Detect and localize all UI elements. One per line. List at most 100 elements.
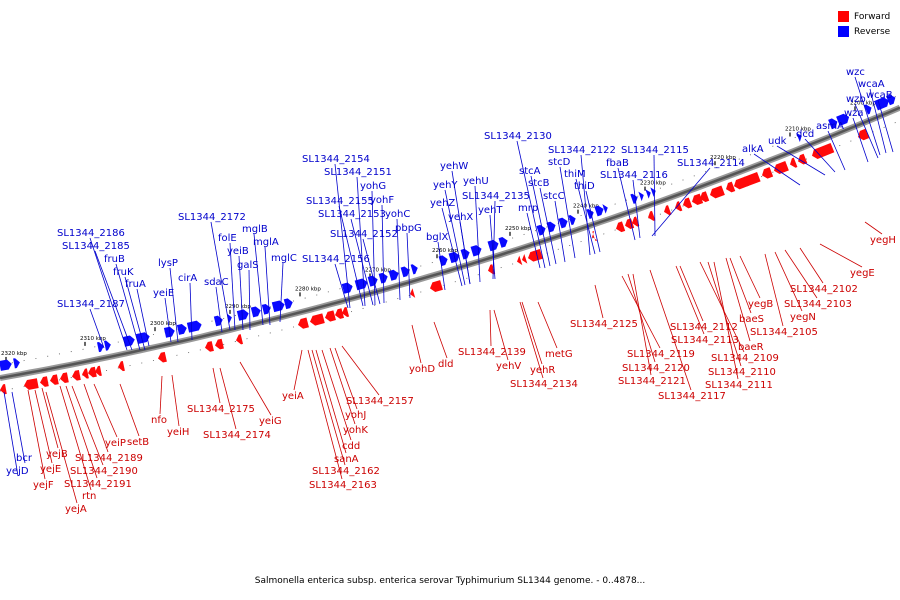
reverse-gene-arrow [213, 315, 223, 327]
legend: Forward Reverse [838, 9, 890, 39]
legend-reverse[interactable]: Reverse [838, 24, 890, 39]
reverse-gene-label: yohG [360, 181, 386, 192]
scale-tick-label: 2300 kbp [150, 321, 176, 327]
forward-gene-leader [739, 255, 761, 299]
scale-tick-label: 2260 kbp [432, 248, 458, 254]
legend-forward-label: Forward [854, 11, 891, 22]
forward-gene-label: setB [127, 437, 149, 448]
scale-tick-label: 2230 kbp [640, 181, 666, 187]
forward-gene-label: yejE [40, 464, 61, 475]
forward-gene-leader [83, 383, 109, 453]
forward-gene-leader [729, 257, 752, 314]
reverse-gene-leader [854, 103, 879, 159]
reverse-gene-label: lysP [158, 258, 178, 269]
legend-forward[interactable]: Forward [838, 9, 890, 24]
forward-gene-arrow [60, 372, 69, 383]
reverse-gene-arrow [828, 118, 838, 130]
reverse-gene-label: yohC [385, 209, 410, 220]
forward-gene-arrow [664, 205, 672, 216]
forward-gene-label: yehR [530, 365, 555, 376]
forward-gene-label: SL1344_2175 [187, 404, 255, 415]
reverse-gene-label: udk [768, 136, 787, 147]
forward-gene-leader [219, 367, 237, 430]
forward-gene-leader [315, 349, 347, 454]
forward-gene-arrow [632, 216, 640, 227]
reverse-gene-leader [444, 189, 466, 286]
reverse-gene-leader [554, 200, 566, 263]
reverse-gene-label: pbpG [395, 223, 422, 234]
scale-tick-label: 2320 kbp [1, 351, 27, 357]
forward-gene-label: SL1344_2110 [708, 367, 776, 378]
forward-gene-label: yeiP [105, 438, 126, 449]
forward-gene-leader [41, 387, 59, 449]
reverse-gene-leader [124, 276, 146, 351]
forward-gene-arrow [700, 191, 710, 203]
forward-gene-leader [334, 347, 358, 410]
reverse-gene-arrow [448, 251, 460, 264]
forward-gene-arrow [692, 193, 704, 206]
upper-guide [0, 94, 900, 366]
forward-gene-arrow [858, 128, 870, 141]
reverse-gene-leader [575, 178, 596, 255]
reverse-gene-label: SL1344_2185 [62, 241, 130, 252]
reverse-gene-arrow [638, 191, 644, 202]
reverse-gene-arrow [796, 132, 802, 143]
reverse-gene-arrow [568, 214, 576, 226]
forward-gene-label: SL1344_2113 [671, 335, 739, 346]
forward-gene-label: SL1344_2120 [622, 363, 690, 374]
reverse-gene-arrow [236, 309, 249, 321]
reverse-gene-leader [189, 282, 193, 341]
forward-gene-leader [45, 391, 78, 504]
reverse-gene-label: yeiE [153, 288, 174, 299]
reverse-gene-arrow [341, 282, 353, 294]
forward-gene-arrow [50, 374, 59, 385]
reverse-gene-label: alkA [742, 144, 764, 155]
reverse-gene-label: SL1344_2172 [178, 212, 246, 223]
forward-gene-label: yegB [748, 299, 773, 310]
forward-gene-label: yegN [790, 312, 816, 323]
reverse-gene-label: SL1344_2135 [462, 191, 530, 202]
forward-gene-arrow [298, 317, 309, 329]
forward-gene-label: yejF [33, 480, 54, 491]
reverse-gene-label: SL1344_2122 [548, 145, 616, 156]
forward-gene-label: SL1344_2190 [70, 466, 138, 477]
reverse-gene-leader [115, 263, 141, 351]
forward-gene-leader [212, 367, 221, 404]
forward-gene-label: yeiG [259, 416, 282, 427]
forward-gene-leader [799, 247, 824, 284]
forward-gene-label: SL1344_2125 [570, 319, 638, 330]
reverse-gene-leader [753, 153, 801, 186]
reverse-gene-arrow [864, 104, 872, 115]
reverse-gene-arrow [122, 335, 135, 347]
reverse-gene-label: fruB [104, 254, 125, 265]
forward-gene-leader [632, 273, 652, 376]
forward-gene-label: metG [545, 349, 573, 360]
reverse-gene-leader [474, 185, 481, 283]
reverse-swatch [838, 26, 849, 37]
forward-gene-arrow [616, 221, 626, 233]
forward-gene-arrow [118, 360, 125, 372]
reverse-gene-leader [651, 167, 711, 237]
forward-gene-label: yegH [870, 235, 896, 246]
forward-gene-arrow [40, 376, 49, 387]
forward-gene-label: SL1344_2189 [75, 453, 143, 464]
reverse-gene-label: SL1344_2114 [677, 158, 745, 169]
reverse-gene-leader [136, 288, 150, 347]
forward-gene-arrow [798, 153, 808, 165]
reverse-gene-label: wcaB [866, 90, 893, 101]
scale-tick-label: 2220 kbp [710, 155, 736, 161]
reverse-gene-arrow [0, 359, 12, 371]
forward-gene-arrow [72, 370, 81, 381]
reverse-gene-label: SL1344_2115 [621, 145, 689, 156]
reverse-gene-label: stcC [543, 191, 565, 202]
forward-gene-leader [784, 249, 818, 299]
forward-gene-label: SL1344_2174 [203, 430, 271, 441]
forward-gene-arrow [95, 365, 102, 376]
reverse-gene-leader [381, 204, 385, 304]
reverse-gene-arrow [388, 269, 399, 281]
forward-gene-label: yeiH [167, 427, 189, 438]
forward-gene-leader [27, 389, 46, 480]
forward-gene-leader [621, 275, 661, 349]
reverse-gene-leader [869, 88, 887, 154]
forward-gene-arrow [648, 210, 656, 221]
